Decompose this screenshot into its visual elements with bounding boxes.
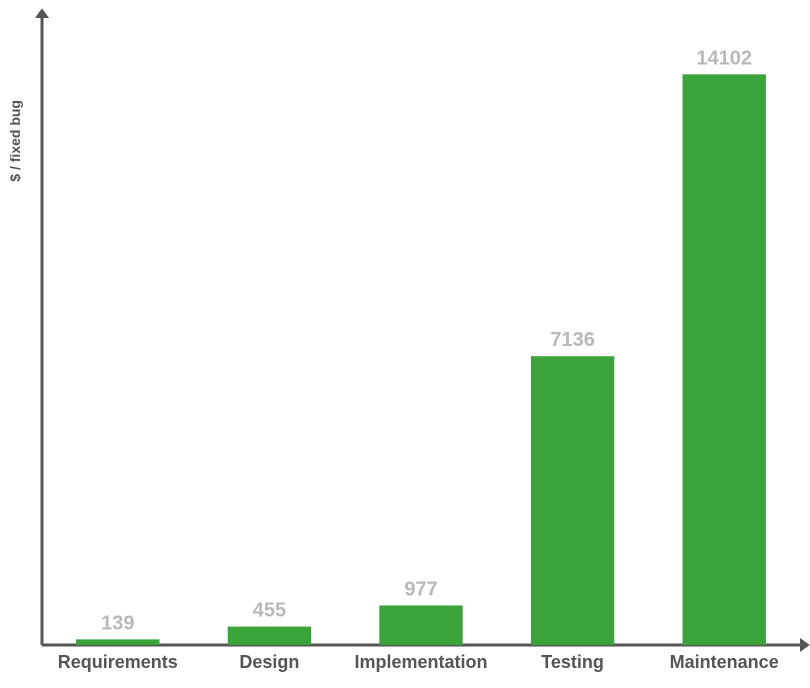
bar-maintenance — [683, 74, 766, 645]
bar-testing — [531, 356, 614, 645]
value-label-maintenance: 14102 — [696, 47, 752, 69]
value-label-design: 455 — [253, 600, 286, 622]
value-label-requirements: 139 — [101, 612, 134, 634]
bar-design — [228, 627, 311, 645]
y-axis-title: $ / fixed bug — [7, 100, 23, 182]
value-label-implementation: 977 — [404, 578, 437, 600]
bar-requirements — [76, 639, 159, 645]
y-axis-arrow — [35, 8, 49, 18]
category-label-requirements: Requirements — [58, 652, 178, 672]
category-label-implementation: Implementation — [354, 652, 487, 672]
category-label-design: Design — [239, 652, 299, 672]
x-axis-arrow — [800, 638, 810, 652]
bug-cost-chart: $ / fixed bug 139 Requirements 455 Design 977… — [0, 0, 810, 688]
chart-svg: $ / fixed bug 139 Requirements 455 Design 977… — [0, 0, 810, 688]
category-label-testing: Testing — [541, 652, 604, 672]
value-label-testing: 7136 — [550, 329, 595, 351]
bar-implementation — [379, 605, 462, 645]
category-label-maintenance: Maintenance — [670, 652, 779, 672]
